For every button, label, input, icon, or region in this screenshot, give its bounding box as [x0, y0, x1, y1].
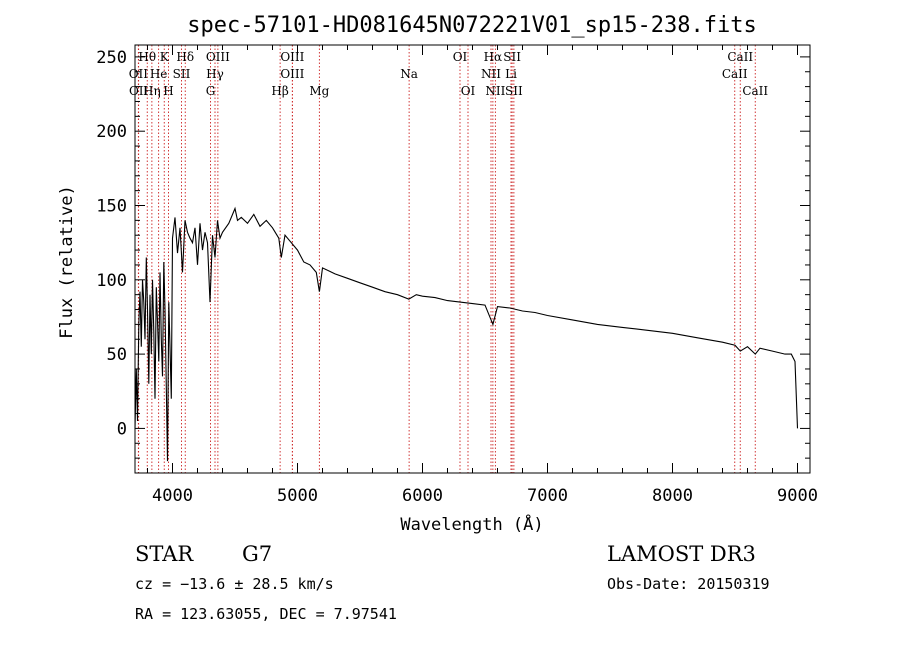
x-tick-label: 6000 [402, 486, 443, 506]
redshift-value: cz = −13.6 ± 28.5 km/s [135, 575, 334, 593]
coordinates: RA = 123.63055, DEC = 7.97541 [135, 605, 397, 623]
spectral-line-label: G [206, 84, 216, 98]
spectral-line-label: K [160, 50, 170, 64]
y-axis-ticks: 0 50 100 150 200 250 [96, 48, 810, 459]
obs-date: Obs-Date: 20150319 [607, 575, 770, 593]
spectral-line-label: SII [505, 84, 523, 98]
spectral-line-label: OIII [280, 50, 304, 64]
spectral-line-label: He [150, 67, 168, 81]
spectral-line-label: Na [400, 67, 418, 81]
spectral-line-label: SII [173, 67, 191, 81]
y-tick-label: 150 [96, 197, 127, 217]
spectral-line-markers [137, 45, 756, 473]
chart-title: spec-57101-HD081645N072221V01_sp15-238.f… [187, 13, 757, 38]
x-tick-label: 5000 [277, 486, 318, 506]
object-class: STAR [135, 542, 194, 566]
flux-series-line [134, 206, 799, 462]
spectral-line-label: H [163, 84, 173, 98]
x-tick-label: 7000 [527, 486, 568, 506]
x-axis-label: Wavelength (Å) [400, 513, 543, 535]
spectral-line-label: Hα [484, 50, 503, 64]
spectral-line-label: OIII [206, 50, 230, 64]
spectral-line-label: CaII [742, 84, 768, 98]
spectral-line-label: OII [129, 67, 149, 81]
spectral-line-label: Mg [309, 84, 329, 98]
plot-frame [134, 44, 811, 474]
spectral-line-label: Hγ [206, 67, 224, 81]
spectral-line-label: Hβ [271, 84, 288, 98]
spectral-line-label: NII [481, 67, 501, 81]
y-tick-label: 200 [96, 122, 127, 142]
x-tick-label: 4000 [152, 486, 193, 506]
spectral-subclass: G7 [242, 542, 272, 566]
x-axis-ticks: 4000 5000 6000 7000 8000 9000 [147, 45, 818, 506]
spectral-line-label: Hδ [176, 50, 194, 64]
spectral-line-label: OI [461, 84, 476, 98]
spectral-line-label: Hθ [138, 50, 156, 64]
y-axis-label: Flux (relative) [57, 185, 77, 339]
survey-name: LAMOST DR3 [607, 542, 756, 566]
spectral-line-label: CaII [727, 50, 753, 64]
spectral-line-label: NII [485, 84, 505, 98]
spectral-line-label: OIII [280, 67, 304, 81]
spectral-line-label: Hη [143, 84, 161, 98]
spectral-line-label: OII [129, 84, 149, 98]
spectral-line-label: SII [503, 50, 521, 64]
y-tick-label: 250 [96, 48, 127, 68]
x-tick-label: 8000 [652, 486, 693, 506]
x-tick-label: 9000 [777, 486, 818, 506]
spectral-line-label: CaII [722, 67, 748, 81]
y-tick-label: 100 [96, 271, 127, 291]
y-tick-label: 50 [107, 345, 127, 365]
spectral-line-label: Li [505, 67, 517, 81]
y-tick-label: 0 [117, 419, 127, 439]
spectral-line-label: OI [453, 50, 468, 64]
